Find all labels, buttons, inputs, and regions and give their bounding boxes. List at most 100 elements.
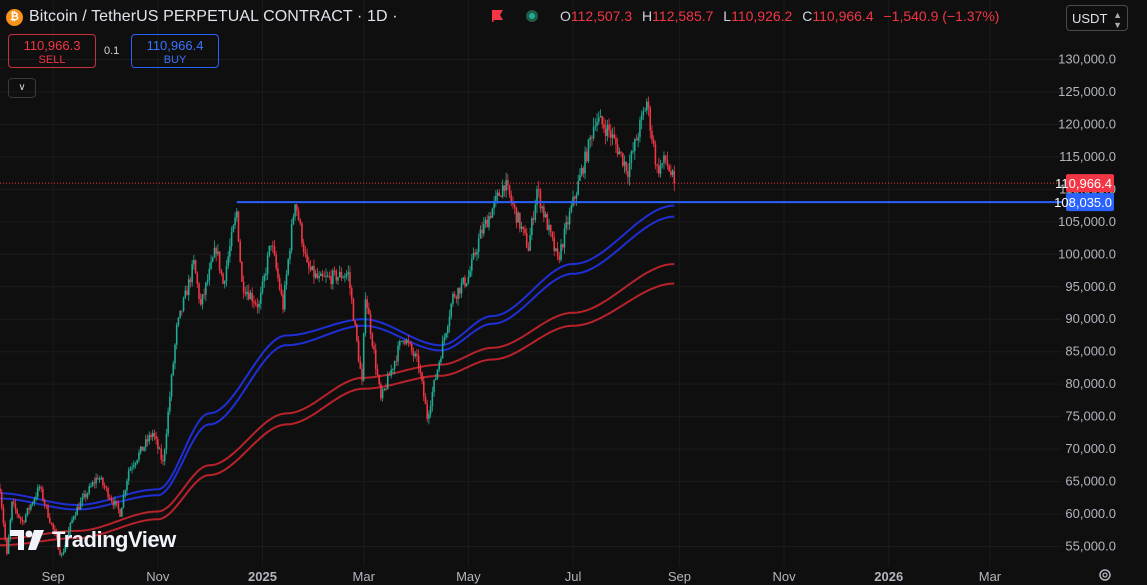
gear-icon[interactable]: [1098, 568, 1112, 582]
candle: [215, 245, 217, 262]
candle-body: [534, 204, 537, 220]
y-tick-label: 100,000.0: [1058, 246, 1116, 261]
candle-body: [577, 180, 579, 195]
candle: [115, 500, 118, 507]
candle-body: [390, 369, 392, 376]
candle: [419, 364, 422, 377]
candle-body: [249, 292, 252, 300]
candle-body: [558, 255, 561, 260]
candle: [340, 267, 343, 282]
low-value: 110,926.2: [731, 8, 793, 24]
candle-body: [565, 222, 567, 229]
candle: [23, 520, 25, 525]
candle-body: [311, 265, 314, 270]
candle: [194, 259, 197, 274]
candle-body: [489, 216, 492, 218]
candle-body: [362, 333, 365, 381]
candle: [471, 253, 473, 277]
candle-body: [43, 500, 46, 505]
candle: [47, 503, 49, 519]
candle: [503, 184, 506, 197]
candle-body: [2, 507, 5, 524]
candle: [321, 269, 324, 281]
candle: [381, 387, 384, 402]
candle-body: [585, 151, 588, 161]
market-status-icon[interactable]: [526, 10, 538, 22]
candle-body: [59, 549, 61, 555]
candle: [591, 135, 593, 147]
candle-body: [544, 213, 547, 218]
candle: [477, 233, 480, 259]
candle: [139, 446, 142, 455]
candle-body: [316, 273, 319, 278]
candle: [109, 493, 111, 501]
candle: [635, 134, 638, 141]
candle-body: [84, 493, 87, 498]
candle-body: [649, 107, 652, 131]
candle: [441, 335, 444, 359]
candle-body: [498, 192, 501, 196]
candle: [126, 478, 128, 496]
candle: [119, 508, 121, 518]
candle: [434, 373, 437, 381]
candle-body: [647, 101, 650, 108]
candle: [129, 466, 132, 471]
candle-body: [90, 486, 92, 487]
flag-icon[interactable]: [492, 10, 504, 22]
candle: [601, 115, 604, 129]
candle-body: [273, 246, 276, 255]
candle-body: [488, 216, 490, 228]
candle: [179, 310, 181, 319]
candle: [628, 154, 631, 186]
candle-body: [102, 477, 104, 486]
candle: [338, 265, 341, 278]
collapse-chevron-icon[interactable]: ∨: [8, 78, 36, 98]
candle-body: [515, 207, 518, 223]
candle-body: [465, 283, 468, 286]
candle-body: [148, 435, 151, 442]
candle-body: [661, 162, 664, 165]
x-tick-label: 2025: [248, 569, 277, 584]
candle-body: [277, 268, 279, 278]
candle-body: [285, 274, 288, 286]
candle-body: [265, 273, 267, 276]
buy-button[interactable]: 110,966.4 BUY: [131, 34, 219, 68]
candle: [498, 189, 501, 197]
candle: [40, 485, 42, 493]
candle-body: [225, 266, 228, 281]
candle: [175, 322, 178, 350]
candle-body: [109, 497, 111, 499]
candle-body: [553, 237, 555, 251]
candle-body: [266, 255, 269, 274]
candle-body: [115, 500, 118, 504]
candle: [508, 184, 511, 198]
candle: [112, 497, 115, 510]
candle-body: [187, 279, 190, 296]
candle: [167, 407, 169, 438]
candle: [627, 163, 629, 185]
candle-body: [630, 151, 633, 163]
candle: [654, 140, 657, 170]
symbol-title[interactable]: Bitcoin / TetherUS PERPETUAL CONTRACT · …: [29, 8, 398, 25]
candle: [646, 98, 648, 115]
candle: [54, 525, 56, 536]
candle-body: [635, 139, 638, 141]
currency-selector[interactable]: USDT ▲ ▼: [1066, 5, 1128, 31]
candle: [31, 501, 34, 507]
candle-body: [503, 185, 506, 191]
candle-body: [78, 506, 80, 510]
candle: [211, 256, 214, 263]
candle-body: [23, 521, 25, 523]
candle: [6, 537, 8, 556]
candle: [556, 241, 559, 261]
candle-body: [570, 205, 573, 212]
sell-button[interactable]: 110,966.3 SELL: [8, 34, 96, 68]
candle-body: [457, 287, 459, 299]
candle-body: [652, 139, 655, 145]
candle-body: [640, 115, 643, 121]
candle-body: [332, 270, 334, 285]
candle: [460, 278, 463, 298]
candle: [350, 285, 353, 304]
candle: [294, 204, 296, 221]
